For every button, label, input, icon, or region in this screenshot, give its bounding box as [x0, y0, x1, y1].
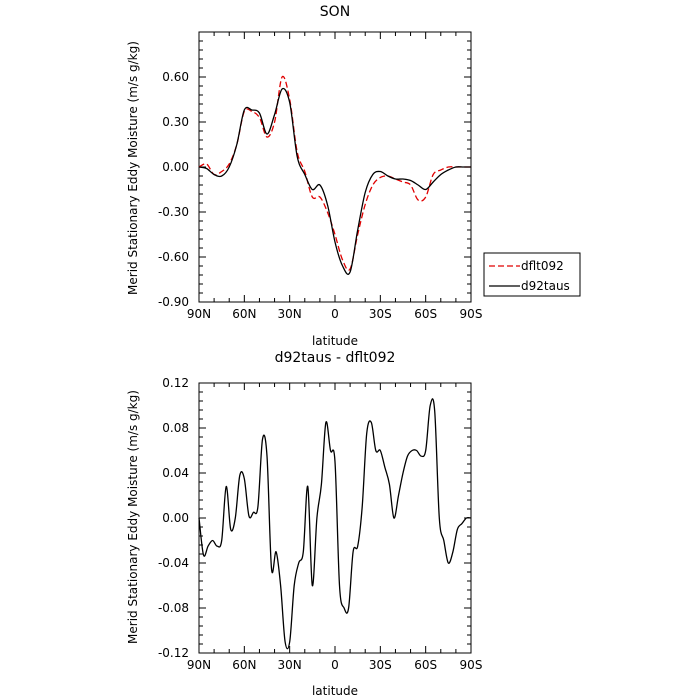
x-tick-label: 0: [331, 658, 339, 672]
x-tick-label: 90S: [460, 307, 483, 321]
y-axis-label-son: Merid Stationary Eddy Moisture (m/s g/kg…: [126, 41, 140, 295]
x-tick-label: 60S: [414, 658, 437, 672]
y-tick-label: 0.08: [162, 421, 189, 435]
x-tick-label: 60S: [414, 307, 437, 321]
y-tick-label: 0.60: [162, 70, 189, 84]
plot-frame: [198, 31, 472, 303]
x-axis-label-son: latitude: [312, 334, 358, 348]
x-tick-label: 30S: [369, 658, 392, 672]
chart-title-son: SON: [320, 4, 350, 20]
chart-difference: d92taus - dflt092 Merid Stationary Eddy …: [126, 350, 482, 698]
y-tick-label: 0.30: [162, 115, 189, 129]
chart-title-difference: d92taus - dflt092: [275, 350, 396, 366]
y-tick-label: -0.08: [158, 601, 189, 615]
legend-box: [483, 252, 581, 297]
legend: dflt092 d92taus: [483, 252, 581, 297]
y-tick-label: 0.12: [162, 376, 189, 390]
y-tick-label: -0.30: [158, 205, 189, 219]
y-tick-label: -0.90: [158, 295, 189, 309]
y-axis-label-difference: Merid Stationary Eddy Moisture (m/s g/kg…: [126, 390, 140, 644]
x-tick-label: 60N: [232, 307, 256, 321]
y-tick-label: -0.12: [158, 646, 189, 660]
chart-son: SON Merid Stationary Eddy Moisture (m/s …: [126, 4, 581, 348]
x-tick-label: 60N: [232, 658, 256, 672]
series-line-d92taus: [198, 87, 471, 275]
legend-label-d92taus: d92taus: [521, 279, 570, 293]
y-tick-label: -0.04: [158, 556, 189, 570]
plot-area-son: 90N 60N 30N 0 30S 60S 90S -0.90 -0.60 -0.30 0.00 0.…: [158, 31, 483, 321]
x-tick-label: 30S: [369, 307, 392, 321]
y-tick-label: 0.04: [162, 466, 189, 480]
x-tick-label: 90N: [187, 307, 211, 321]
y-tick-label: -0.60: [158, 250, 189, 264]
x-tick-label: 90S: [460, 658, 483, 672]
x-tick-label: 30N: [278, 658, 302, 672]
x-tick-label: 30N: [278, 307, 302, 321]
plot-frame: [198, 382, 472, 654]
series-line-d92taus-dflt092: [198, 398, 472, 650]
legend-label-dflt092: dflt092: [521, 259, 564, 273]
y-tick-label: 0.00: [162, 511, 189, 525]
plot-area-difference: 90N 60N 30N 0 30S 60S 90S -0.12 -0.08 -0.04 0.00 0.…: [158, 376, 483, 672]
x-axis-label-difference: latitude: [312, 684, 358, 698]
y-tick-label: 0.00: [162, 160, 189, 174]
x-tick-label: 90N: [187, 658, 211, 672]
x-tick-label: 0: [331, 307, 339, 321]
